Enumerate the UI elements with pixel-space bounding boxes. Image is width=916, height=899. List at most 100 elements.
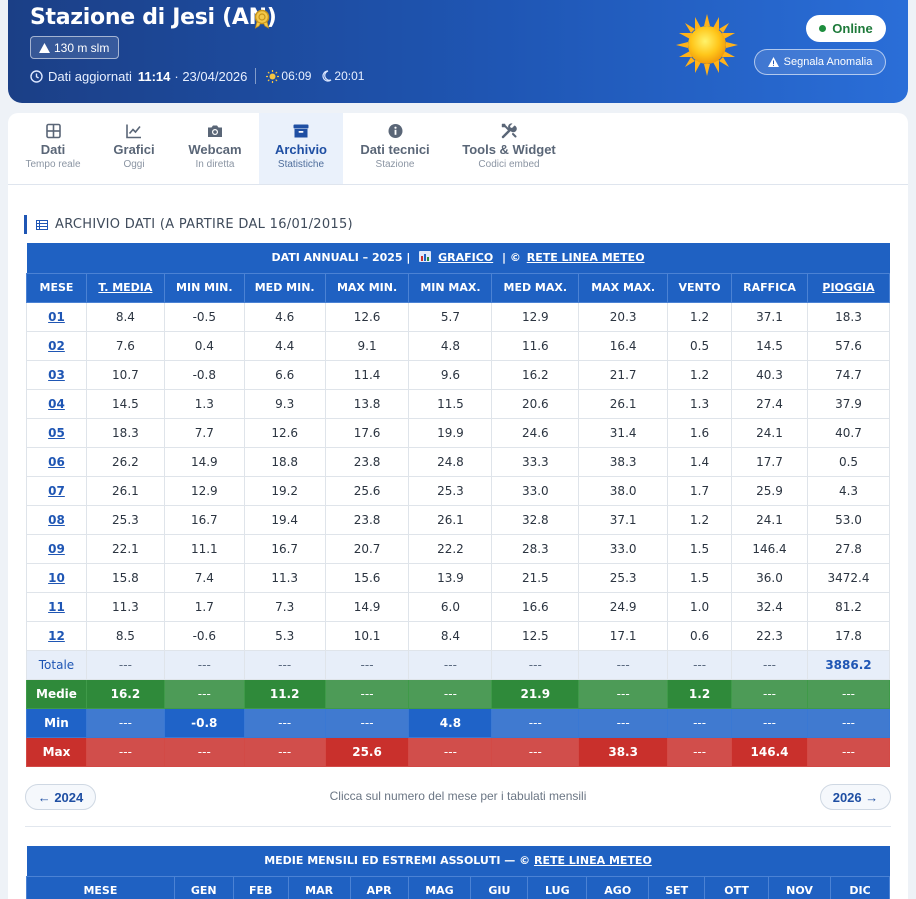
- table-cell: 0.6: [667, 620, 733, 651]
- tab-label: Archivio: [274, 142, 327, 157]
- table-cell: 25.3: [578, 562, 669, 593]
- tab-webcam[interactable]: Webcam In diretta: [180, 113, 250, 184]
- table-cell: 11.1: [163, 533, 245, 564]
- month-row: 07 26.1 12.9 19.2 25.6 25.3 33.0 38.0 1.7 25.9 4.3: [26, 475, 891, 506]
- tab-label: Grafici: [113, 142, 155, 157]
- table-cell: 15.6: [324, 562, 410, 593]
- tab-dati-tecnici[interactable]: Dati tecnici Stazione: [355, 113, 435, 184]
- table-cell: 23.8: [324, 446, 410, 477]
- table-cell: 13.9: [408, 562, 493, 593]
- month-link[interactable]: 08: [26, 504, 87, 535]
- month-link[interactable]: 10: [26, 562, 87, 593]
- month-link[interactable]: 01: [26, 301, 87, 332]
- table-cell: 1.2: [667, 504, 733, 535]
- month-link[interactable]: 06: [26, 446, 87, 477]
- month-link[interactable]: 03: [26, 359, 87, 390]
- previous-year-button[interactable]: ← 2024: [25, 784, 96, 810]
- table-cell: 1.7: [163, 591, 245, 622]
- table-cell: ---: [731, 707, 808, 738]
- month-link[interactable]: 07: [26, 475, 87, 506]
- report-anomaly-button[interactable]: Segnala Anomalia: [754, 49, 886, 75]
- table-cell: 25.3: [408, 475, 493, 506]
- table-cell: ---: [408, 649, 493, 680]
- monthly-table-caption: MEDIE MENSILI ED ESTREMI ASSOLUTI — © RE…: [26, 846, 890, 876]
- column-header-label: MED MAX.: [503, 281, 568, 294]
- archive-section-title: ARCHIVIO DATI (A PARTIRE DAL 16/01/2015): [24, 215, 353, 234]
- month-link[interactable]: 11: [26, 591, 87, 622]
- tab-tools-widget[interactable]: Tools & Widget Codici embed: [458, 113, 560, 184]
- online-label: Online: [832, 21, 873, 36]
- month-link[interactable]: 04: [26, 388, 87, 419]
- column-header[interactable]: PIOGGIA: [806, 272, 891, 303]
- divider: [255, 68, 257, 84]
- table-cell: 4.3: [806, 475, 891, 506]
- table-cell: 8.4: [85, 301, 165, 332]
- tab-grafici[interactable]: Grafici Oggi: [102, 113, 166, 184]
- sunrise-time: 06:09: [281, 69, 312, 83]
- averages-row: Medie 16.2 --- 11.2 --- --- 21.9 --- 1.2 --- ---: [26, 678, 891, 709]
- month-row: 08 25.3 16.7 19.4 23.8 26.1 32.8 37.1 1.2 24.1 53.…: [26, 504, 891, 535]
- caption-separator: | ©: [502, 251, 521, 265]
- month-link[interactable]: 05: [26, 417, 87, 448]
- table-cell: 33.3: [491, 446, 580, 477]
- tab-dati[interactable]: Dati Tempo reale: [18, 113, 88, 184]
- table-cell: 37.9: [806, 388, 891, 419]
- table-cell: 22.3: [731, 620, 808, 651]
- chart-link[interactable]: GRAFICO: [438, 251, 494, 265]
- month-link[interactable]: 02: [26, 330, 87, 361]
- table-cell: ---: [491, 736, 580, 767]
- medal-icon: [254, 9, 270, 29]
- table-cell: 7.3: [243, 591, 326, 622]
- column-header: MESE: [26, 272, 87, 303]
- rete-linea-meteo-link[interactable]: RETE LINEA METEO: [526, 251, 645, 265]
- table-cell: 13.8: [324, 388, 410, 419]
- table-cell: 1.4: [667, 446, 733, 477]
- table-cell: 17.7: [731, 446, 808, 477]
- table-cell: ---: [408, 678, 493, 709]
- table-cell: 37.1: [578, 504, 669, 535]
- column-header: MIN MIN.: [163, 272, 245, 303]
- sunrise-icon: [266, 69, 280, 83]
- table-cell: 19.9: [408, 417, 493, 448]
- tab-archivio[interactable]: Archivio Statistiche: [259, 113, 343, 184]
- tab-sublabel: Oggi: [123, 159, 145, 170]
- table-cell: ---: [731, 678, 808, 709]
- table-cell: ---: [243, 736, 326, 767]
- table-cell: 40.7: [806, 417, 891, 448]
- table-cell: 36.0: [731, 562, 808, 593]
- table-cell: 38.0: [578, 475, 669, 506]
- column-header: NOV: [768, 875, 831, 899]
- table-cell: 25.6: [324, 475, 410, 506]
- table-cell: 1.5: [667, 562, 733, 593]
- table-cell: 16.2: [85, 678, 165, 709]
- column-header: MED MIN.: [243, 272, 326, 303]
- table-cell: 7.6: [85, 330, 165, 361]
- table-cell: 12.5: [491, 620, 580, 651]
- month-link[interactable]: 12: [26, 620, 87, 651]
- table-cell: 12.6: [324, 301, 410, 332]
- table-cell: 81.2: [806, 591, 891, 622]
- row-label: Medie: [26, 678, 87, 709]
- next-year-button[interactable]: 2026 →: [820, 784, 891, 810]
- row-label: Totale: [26, 649, 87, 680]
- table-cell: 12.9: [491, 301, 580, 332]
- table-cell: ---: [491, 707, 580, 738]
- table-cell: 146.4: [731, 736, 808, 767]
- table-cell: 25.3: [85, 504, 165, 535]
- table-cell: -0.8: [163, 707, 245, 738]
- table-cell: 37.1: [731, 301, 808, 332]
- column-header[interactable]: T. MEDIA: [85, 272, 165, 303]
- report-anomaly-label: Segnala Anomalia: [783, 56, 873, 68]
- table-cell: 1.7: [667, 475, 733, 506]
- table-cell: 1.6: [667, 417, 733, 448]
- table-cell: 1.2: [667, 359, 733, 390]
- rete-linea-meteo-link[interactable]: RETE LINEA METEO: [533, 854, 652, 868]
- column-header: MED MAX.: [491, 272, 580, 303]
- tab-label: Tools & Widget: [462, 142, 556, 157]
- column-header: MAX MIN.: [324, 272, 410, 303]
- table-cell: 12.6: [243, 417, 326, 448]
- table-icon: [36, 219, 48, 230]
- month-link[interactable]: 09: [26, 533, 87, 564]
- camera-icon: [208, 125, 222, 137]
- month-row: 03 10.7 -0.8 6.6 11.4 9.6 16.2 21.7 1.2 40.3 74.7: [26, 359, 891, 390]
